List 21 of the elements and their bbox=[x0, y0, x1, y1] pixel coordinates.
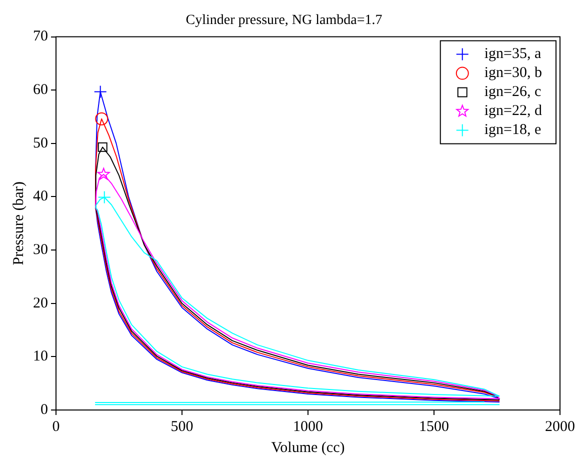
legend-label: ign=18, e bbox=[484, 122, 542, 138]
y-tick-label: 50 bbox=[33, 135, 48, 152]
y-tick-label: 70 bbox=[33, 28, 48, 45]
legend-label: ign=22, d bbox=[484, 103, 542, 120]
y-tick-label: 10 bbox=[33, 348, 48, 365]
y-tick-label: 0 bbox=[40, 402, 48, 418]
y-axis-title: Pressure (bar) bbox=[10, 182, 27, 266]
y-tick-label: 60 bbox=[33, 82, 48, 98]
x-axis-title: Volume (cc) bbox=[271, 440, 345, 456]
y-tick-label: 30 bbox=[33, 242, 48, 258]
x-tick-label: 2000 bbox=[545, 418, 575, 435]
legend-label: ign=26, c bbox=[484, 84, 542, 100]
y-tick-label: 40 bbox=[33, 188, 48, 205]
x-tick-label: 0 bbox=[52, 418, 60, 435]
legend-label: ign=35, a bbox=[484, 46, 542, 62]
legend-label: ign=30, b bbox=[484, 65, 542, 82]
x-tick-label: 500 bbox=[170, 418, 194, 435]
y-tick-label: 20 bbox=[33, 295, 48, 312]
x-tick-label: 1500 bbox=[419, 418, 449, 435]
chart-title: Cylinder pressure, NG lambda=1.7 bbox=[186, 13, 382, 28]
x-tick-label: 1000 bbox=[293, 418, 323, 435]
